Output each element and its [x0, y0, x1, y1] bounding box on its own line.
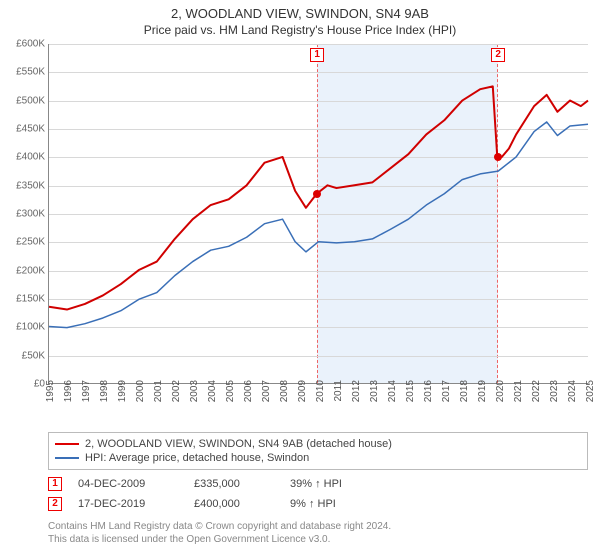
x-axis-label: 2024	[567, 380, 578, 402]
y-axis-label: £400K	[5, 152, 45, 163]
x-axis-label: 1999	[117, 380, 128, 402]
x-axis-label: 1995	[45, 380, 56, 402]
y-axis-label: £500K	[5, 95, 45, 106]
y-axis-label: £600K	[5, 39, 45, 50]
x-axis-label: 2002	[171, 380, 182, 402]
x-axis-label: 2023	[549, 380, 560, 402]
title-subtitle: Price paid vs. HM Land Registry's House …	[0, 23, 600, 37]
x-axis-label: 2021	[513, 380, 524, 402]
footer-attribution: Contains HM Land Registry data © Crown c…	[48, 520, 588, 546]
y-axis-label: £250K	[5, 237, 45, 248]
transaction-badge: 2	[48, 497, 62, 511]
y-axis-label: £350K	[5, 180, 45, 191]
x-axis-label: 2025	[585, 380, 596, 402]
transaction-marker: 1	[310, 48, 324, 62]
y-axis-label: £150K	[5, 294, 45, 305]
transaction-row: 1 04-DEC-2009 £335,000 39% ↑ HPI	[48, 474, 588, 494]
x-axis-label: 2005	[225, 380, 236, 402]
transaction-date: 17-DEC-2019	[78, 498, 178, 510]
y-axis-label: £0	[5, 379, 45, 390]
legend-swatch-red	[55, 443, 79, 445]
legend-row: HPI: Average price, detached house, Swin…	[55, 451, 581, 465]
transaction-marker: 2	[491, 48, 505, 62]
legend-label: 2, WOODLAND VIEW, SWINDON, SN4 9AB (deta…	[85, 438, 392, 450]
series-price_paid	[49, 86, 588, 309]
series-hpi	[49, 122, 588, 328]
x-axis-label: 2022	[531, 380, 542, 402]
x-axis-label: 2018	[459, 380, 470, 402]
footer-line: This data is licensed under the Open Gov…	[48, 533, 588, 546]
legend-box: 2, WOODLAND VIEW, SWINDON, SN4 9AB (deta…	[48, 432, 588, 470]
x-axis-label: 2007	[261, 380, 272, 402]
y-axis-label: £100K	[5, 322, 45, 333]
title-block: 2, WOODLAND VIEW, SWINDON, SN4 9AB Price…	[0, 0, 600, 39]
x-axis-label: 1998	[99, 380, 110, 402]
x-axis-label: 2003	[189, 380, 200, 402]
chart-container: 2, WOODLAND VIEW, SWINDON, SN4 9AB Price…	[0, 0, 600, 560]
transaction-row: 2 17-DEC-2019 £400,000 9% ↑ HPI	[48, 494, 588, 514]
x-axis-label: 1997	[81, 380, 92, 402]
x-axis-label: 2008	[279, 380, 290, 402]
x-axis-label: 2012	[351, 380, 362, 402]
x-axis-label: 2014	[387, 380, 398, 402]
transaction-table: 1 04-DEC-2009 £335,000 39% ↑ HPI 2 17-DE…	[48, 474, 588, 514]
transaction-dot	[494, 153, 502, 161]
transaction-date: 04-DEC-2009	[78, 478, 178, 490]
transaction-badge: 1	[48, 477, 62, 491]
y-axis-label: £300K	[5, 209, 45, 220]
x-axis-label: 2016	[423, 380, 434, 402]
transaction-diff: 39% ↑ HPI	[290, 478, 380, 490]
transaction-diff: 9% ↑ HPI	[290, 498, 380, 510]
y-axis-label: £550K	[5, 67, 45, 78]
x-axis-label: 1996	[63, 380, 74, 402]
legend-row: 2, WOODLAND VIEW, SWINDON, SN4 9AB (deta…	[55, 437, 581, 451]
legend-swatch-blue	[55, 457, 79, 459]
x-axis-label: 2017	[441, 380, 452, 402]
transaction-dot	[313, 190, 321, 198]
x-axis-label: 2004	[207, 380, 218, 402]
x-axis-label: 2011	[333, 380, 344, 402]
legend-label: HPI: Average price, detached house, Swin…	[85, 452, 309, 464]
x-axis-label: 2006	[243, 380, 254, 402]
x-axis-label: 2001	[153, 380, 164, 402]
chart-area: £0£50K£100K£150K£200K£250K£300K£350K£400…	[48, 44, 588, 384]
x-axis-label: 2010	[315, 380, 326, 402]
x-axis-label: 2013	[369, 380, 380, 402]
footer-line: Contains HM Land Registry data © Crown c…	[48, 520, 588, 533]
y-axis-label: £50K	[5, 350, 45, 361]
x-axis-label: 2020	[495, 380, 506, 402]
x-axis-label: 2019	[477, 380, 488, 402]
y-axis-label: £450K	[5, 124, 45, 135]
x-axis-label: 2009	[297, 380, 308, 402]
x-axis-label: 2000	[135, 380, 146, 402]
x-axis-label: 2015	[405, 380, 416, 402]
transaction-price: £335,000	[194, 478, 274, 490]
title-address: 2, WOODLAND VIEW, SWINDON, SN4 9AB	[0, 6, 600, 21]
transaction-price: £400,000	[194, 498, 274, 510]
chart-svg	[49, 44, 588, 383]
y-axis-label: £200K	[5, 265, 45, 276]
